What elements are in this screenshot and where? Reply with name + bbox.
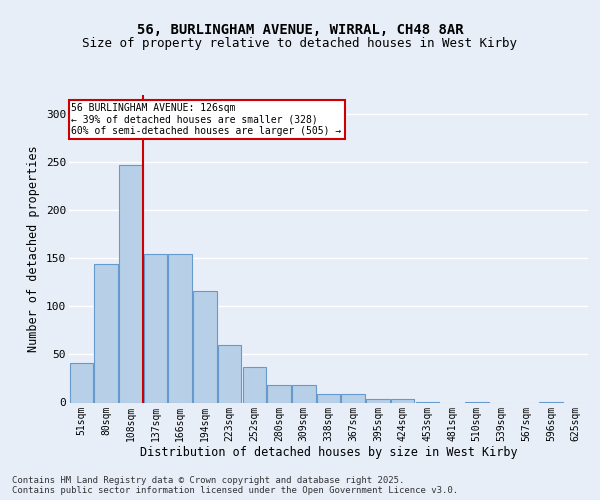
Text: Size of property relative to detached houses in West Kirby: Size of property relative to detached ho… — [83, 38, 517, 51]
Bar — [119, 165, 143, 402]
Bar — [144, 254, 167, 402]
Bar — [391, 398, 415, 402]
Bar — [242, 367, 266, 402]
Bar — [366, 398, 389, 402]
Bar — [218, 345, 241, 403]
Bar — [317, 394, 340, 402]
X-axis label: Distribution of detached houses by size in West Kirby: Distribution of detached houses by size … — [140, 446, 517, 459]
Bar — [70, 363, 93, 403]
Text: 56 BURLINGHAM AVENUE: 126sqm
← 39% of detached houses are smaller (328)
60% of s: 56 BURLINGHAM AVENUE: 126sqm ← 39% of de… — [71, 102, 342, 136]
Bar — [292, 385, 316, 402]
Bar — [193, 291, 217, 403]
Text: 56, BURLINGHAM AVENUE, WIRRAL, CH48 8AR: 56, BURLINGHAM AVENUE, WIRRAL, CH48 8AR — [137, 22, 463, 36]
Bar — [169, 254, 192, 402]
Text: Contains HM Land Registry data © Crown copyright and database right 2025.
Contai: Contains HM Land Registry data © Crown c… — [12, 476, 458, 495]
Bar — [341, 394, 365, 402]
Bar — [94, 264, 118, 402]
Y-axis label: Number of detached properties: Number of detached properties — [28, 146, 40, 352]
Bar — [268, 385, 291, 402]
